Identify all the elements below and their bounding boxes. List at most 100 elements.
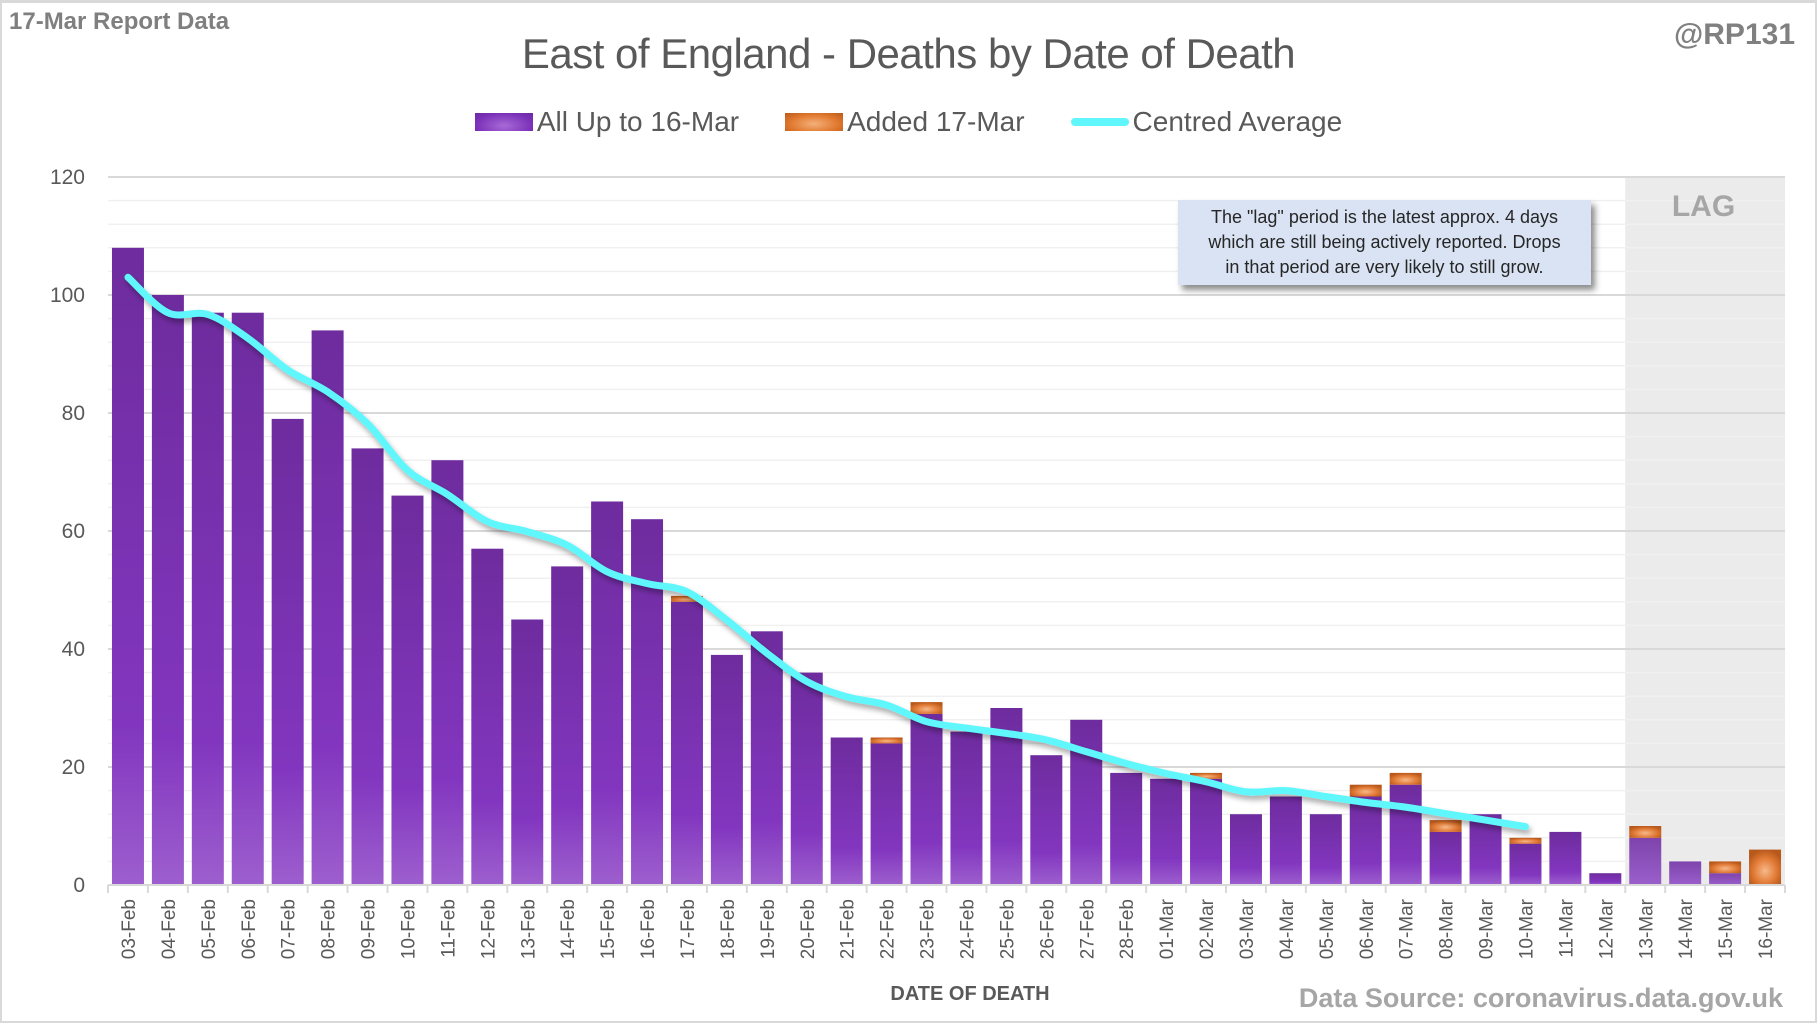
x-tick-label: 11-Feb (438, 899, 459, 958)
x-tick-label: 03-Feb (119, 899, 140, 959)
bar-all-up-to (1469, 814, 1502, 885)
x-tick-label: 18-Feb (718, 899, 739, 959)
x-tick-label: 13-Feb (518, 899, 539, 959)
bar-all-up-to (271, 418, 304, 885)
x-tick-label: 21-Feb (838, 899, 859, 959)
x-tick-label: 24-Feb (957, 899, 978, 959)
x-tick-label: 23-Feb (918, 899, 939, 959)
x-tick-label: 19-Feb (758, 899, 779, 959)
bar-all-up-to (1429, 831, 1462, 885)
bar-added (1629, 826, 1662, 838)
lag-label: LAG (1671, 190, 1736, 223)
bar-all-up-to (1549, 831, 1582, 885)
bar-all-up-to (950, 731, 983, 885)
bar-all-up-to (231, 312, 264, 885)
x-tick-label: 04-Feb (159, 899, 180, 959)
x-tick-label: 15-Mar (1716, 898, 1737, 959)
data-source: Data Source: coronavirus.data.gov.uk (1298, 983, 1783, 1013)
x-tick-label: 09-Mar (1477, 898, 1498, 959)
y-tick-label: 0 (73, 874, 85, 897)
x-axis-title: DATE OF DEATH (890, 983, 1050, 1005)
x-tick-label: 05-Mar (1317, 898, 1338, 959)
bar-all-up-to (391, 495, 424, 885)
lag-note-line: which are still being actively reported.… (1208, 232, 1561, 252)
x-tick-label: 05-Feb (199, 899, 220, 959)
x-tick-label: 10-Feb (398, 899, 419, 959)
legend-item-all-up-to: All Up to 16-Mar (474, 106, 740, 138)
bar-added (1190, 772, 1223, 779)
x-tick-label: 01-Mar (1157, 898, 1178, 959)
x-tick-label: 12-Mar (1596, 898, 1617, 959)
centred-average-line (124, 273, 1529, 831)
bar-all-up-to (870, 743, 903, 885)
legend-swatch-purple (474, 113, 533, 131)
legend-label: Centred Average (1132, 106, 1343, 137)
y-tick-label: 120 (50, 166, 85, 189)
bar-added (1749, 849, 1782, 885)
x-tick-label: 26-Feb (1037, 899, 1058, 959)
bar-all-up-to (591, 501, 624, 885)
x-tick-label: 11-Mar (1556, 898, 1577, 957)
legend-swatch-line (1070, 118, 1129, 126)
bar-all-up-to (311, 330, 344, 885)
bar-all-up-to (631, 519, 664, 885)
bar-all-up-to (1269, 796, 1302, 885)
bar-all-up-to (511, 619, 544, 885)
bar-all-up-to (1150, 778, 1183, 885)
bar-added (1349, 784, 1382, 797)
legend: All Up to 16-Mar Added 17-Mar Centred Av… (0, 106, 1817, 138)
bar-all-up-to (1309, 814, 1342, 885)
bar-all-up-to (1669, 861, 1702, 885)
legend-item-added: Added 17-Mar (785, 106, 1025, 138)
x-tick-label: 25-Feb (997, 899, 1018, 959)
x-tick-label: 14-Mar (1676, 898, 1697, 959)
report-date-label: 17-Mar Report Data (9, 8, 230, 35)
bar-all-up-to (111, 247, 144, 886)
legend-swatch-orange (785, 113, 844, 131)
bar-all-up-to (710, 654, 743, 885)
bar-all-up-to (151, 295, 184, 885)
bar-all-up-to (551, 566, 584, 885)
y-tick-label: 20 (62, 756, 85, 779)
x-tick-label: 07-Feb (279, 899, 300, 959)
x-tick-label: 07-Mar (1397, 898, 1418, 959)
bar-all-up-to (1709, 873, 1742, 885)
lag-note-line: in that period are very likely to still … (1225, 257, 1544, 277)
bar-added (670, 595, 703, 602)
y-tick-label: 60 (62, 520, 85, 543)
x-tick-label: 16-Feb (638, 899, 659, 959)
bar-added (1429, 820, 1462, 832)
bar-all-up-to (1190, 778, 1223, 885)
bar-all-up-to (1349, 796, 1382, 885)
bar-all-up-to (1389, 784, 1422, 885)
x-tick-label: 20-Feb (798, 899, 819, 959)
x-tick-label: 10-Mar (1516, 898, 1537, 959)
bar-added (1709, 861, 1742, 874)
x-tick-label: 03-Mar (1237, 898, 1258, 959)
x-tick-label: 06-Feb (239, 899, 260, 959)
bar-all-up-to (1509, 843, 1542, 885)
bar-all-up-to (750, 631, 783, 885)
bar-all-up-to (1629, 837, 1662, 885)
x-tick-label: 04-Mar (1277, 898, 1298, 959)
lag-note-line: The "lag" period is the latest approx. 4… (1211, 207, 1558, 227)
bar-all-up-to (431, 460, 464, 885)
x-tick-label: 09-Feb (359, 899, 380, 959)
x-tick-label: 15-Feb (598, 899, 619, 959)
x-tick-label: 12-Feb (478, 899, 499, 959)
x-tick-label: 16-Mar (1756, 898, 1777, 959)
chart-title: East of England - Deaths by Date of Deat… (521, 30, 1296, 77)
x-tick-label: 22-Feb (878, 899, 899, 959)
bar-all-up-to (790, 672, 823, 885)
bar-added (870, 737, 903, 744)
bar-all-up-to (191, 312, 224, 885)
bar-all-up-to (1229, 814, 1262, 885)
y-tick-label: 80 (62, 402, 85, 425)
legend-label: All Up to 16-Mar (536, 106, 740, 137)
bar-all-up-to (1589, 873, 1622, 885)
bar-all-up-to (351, 448, 384, 885)
bar-added (1389, 772, 1422, 785)
bar-added (910, 702, 943, 714)
y-tick-label: 40 (62, 638, 85, 661)
